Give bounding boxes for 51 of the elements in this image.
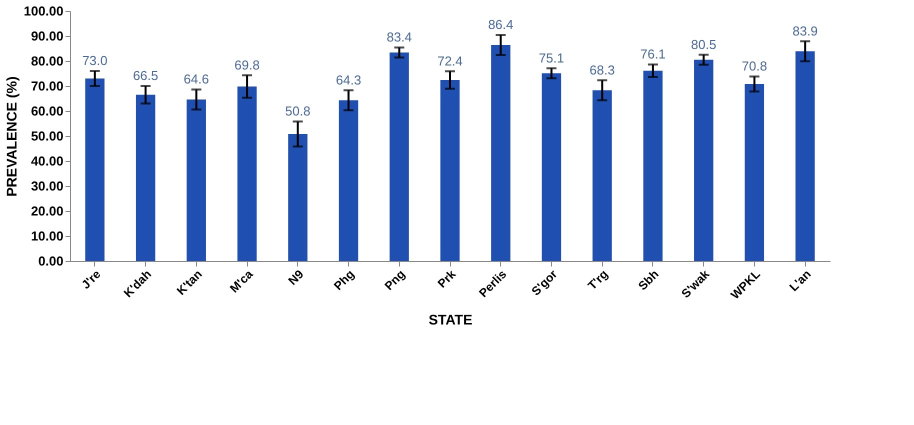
bar <box>440 80 460 261</box>
x-tick-label: T'rg <box>585 267 611 293</box>
bar <box>136 94 156 261</box>
y-tick-label: 100.00 <box>24 4 64 18</box>
data-label: 72.4 <box>437 53 463 68</box>
x-tick-label: Phg <box>331 267 358 294</box>
bar <box>390 52 409 261</box>
data-label: 50.8 <box>285 104 310 118</box>
x-tick-label: J're <box>78 266 104 292</box>
data-label: 75.1 <box>538 50 564 66</box>
data-label: 69.8 <box>234 57 260 72</box>
data-label: 83.9 <box>792 23 818 38</box>
y-tick-label: 70.00 <box>30 78 64 94</box>
bar <box>186 100 206 261</box>
y-tick-label: 20.00 <box>30 204 64 218</box>
bar <box>85 78 104 261</box>
y-tick-label: 10.00 <box>30 228 64 244</box>
data-label: 68.3 <box>590 62 615 78</box>
x-tick-label: N9 <box>286 266 307 288</box>
data-label: 83.4 <box>386 30 412 44</box>
data-label: 86.4 <box>488 17 514 32</box>
y-axis-title: PREVALENCE (%) <box>4 76 20 197</box>
y-tick-label: 50.00 <box>30 128 64 144</box>
bar <box>237 86 257 261</box>
data-label: 64.3 <box>336 72 362 88</box>
y-tick-label: 40.00 <box>30 154 64 168</box>
bar <box>338 100 358 261</box>
data-label: 76.1 <box>640 46 666 62</box>
data-label: 64.6 <box>184 72 209 86</box>
y-tick-label: 30.00 <box>30 178 64 194</box>
bar <box>694 60 714 261</box>
data-label: 73.0 <box>82 53 108 68</box>
y-tick-label: 0.00 <box>38 254 64 268</box>
x-tick-label: L'an <box>786 267 814 294</box>
bar <box>643 70 663 261</box>
bar <box>288 134 308 261</box>
x-axis-title: STATE <box>428 311 472 328</box>
data-label: 66.5 <box>132 68 158 83</box>
bar <box>744 84 764 261</box>
bar <box>542 73 562 261</box>
bar <box>592 90 612 261</box>
y-tick-label: 80.00 <box>30 54 64 68</box>
y-tick-label: 60.00 <box>30 104 64 118</box>
data-label: 80.5 <box>691 36 716 52</box>
data-label: 70.8 <box>742 58 768 74</box>
y-tick-label: 90.00 <box>30 28 64 44</box>
bar <box>491 45 510 261</box>
x-tick-label: Png <box>382 267 408 294</box>
bar <box>796 51 815 261</box>
x-tick-label: Prk <box>434 266 459 291</box>
x-tick-label: Sbh <box>635 267 662 294</box>
